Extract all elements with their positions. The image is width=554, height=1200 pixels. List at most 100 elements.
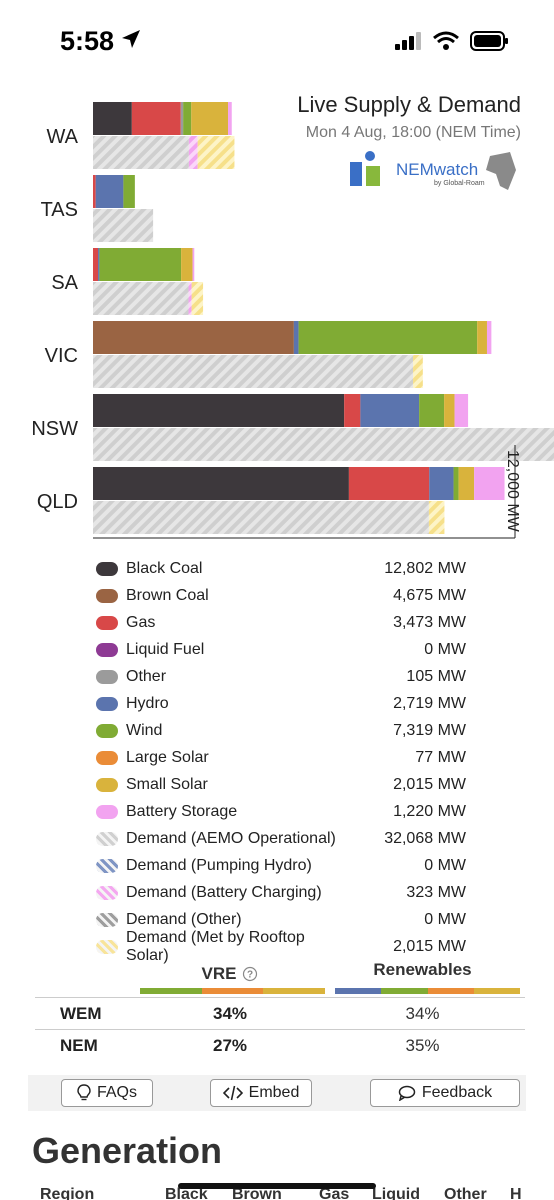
bar-vic-wind[interactable] (298, 321, 478, 354)
bar-qld-black-coal[interactable] (93, 467, 349, 500)
bar-sa-hydro[interactable] (98, 248, 100, 281)
legend-item[interactable]: Demand (Battery Charging) 323 MW (96, 879, 466, 906)
bar-vic-demand-aemo-operational-[interactable] (93, 355, 414, 388)
row-region: NEM (60, 1036, 98, 1055)
embed-button[interactable]: Embed (210, 1079, 312, 1107)
action-bar: FAQs Embed Feedback (28, 1075, 526, 1111)
home-indicator[interactable] (178, 1183, 376, 1189)
bar-qld-battery-storage[interactable] (474, 467, 505, 500)
logo-text: NEMwatch (396, 160, 479, 179)
bar-wa-small-solar[interactable] (191, 102, 229, 135)
bar-vic-small-solar[interactable] (477, 321, 487, 354)
bar-qld-small-solar[interactable] (458, 467, 475, 500)
legend-item[interactable]: Demand (Other) 0 MW (96, 906, 466, 933)
legend-label: Wind (126, 721, 163, 739)
bar-wa-demand-battery-charging-[interactable] (188, 136, 198, 169)
bar-sa-demand-aemo-operational-[interactable] (93, 282, 189, 315)
region-label-wa: WA (46, 126, 78, 148)
bar-qld-demand-met-by-rooftop-solar-[interactable] (428, 501, 445, 534)
bar-sa-battery-storage[interactable] (192, 248, 195, 281)
bar-tas-hydro[interactable] (95, 175, 124, 208)
bar-vic-battery-storage[interactable] (486, 321, 492, 354)
chart-header: Live Supply & Demand Mon 4 Aug, 18:00 (N… (297, 92, 521, 142)
col-header: Region (40, 1186, 95, 1200)
bar-tas-wind[interactable] (123, 175, 135, 208)
renewables-strip-hydro (335, 988, 382, 994)
bar-wa-demand-met-by-rooftop-solar-[interactable] (197, 136, 235, 169)
legend-item[interactable]: Black Coal 12,802 MW (96, 555, 466, 582)
legend-value: 77 MW (415, 748, 466, 766)
legend-item[interactable]: Demand (Pumping Hydro) 0 MW (96, 852, 466, 879)
legend-value: 4,675 MW (393, 586, 466, 604)
bar-qld-wind[interactable] (453, 467, 459, 500)
bar-nsw-hydro[interactable] (360, 394, 420, 427)
legend-item[interactable]: Liquid Fuel 0 MW (96, 636, 466, 663)
renewables-color-strip (335, 988, 520, 994)
vre-strip-solar (201, 988, 264, 994)
legend-swatch (96, 831, 118, 846)
legend-label: Liquid Fuel (126, 640, 205, 658)
bar-wa-other[interactable] (180, 102, 184, 135)
legend-value: 2,015 MW (393, 937, 466, 955)
faqs-button[interactable]: FAQs (61, 1079, 153, 1107)
legend-item[interactable]: Gas 3,473 MW (96, 609, 466, 636)
bar-sa-gas[interactable] (93, 248, 99, 281)
bar-wa-wind[interactable] (183, 102, 192, 135)
bar-nsw-gas[interactable] (344, 394, 361, 427)
battery-icon (470, 31, 508, 51)
bar-sa-wind[interactable] (99, 248, 182, 281)
vre-header-label: VRE (201, 964, 237, 983)
bar-tas-gas[interactable] (93, 175, 96, 208)
legend-item[interactable]: Brown Coal 4,675 MW (96, 582, 466, 609)
bar-nsw-battery-storage[interactable] (454, 394, 469, 427)
bar-vic-hydro[interactable] (293, 321, 299, 354)
bar-tas-demand-aemo-operational-[interactable] (93, 209, 154, 242)
vre-color-strip (140, 988, 326, 994)
legend-item[interactable]: Battery Storage 1,220 MW (96, 798, 466, 825)
legend-item[interactable]: Small Solar 2,015 MW (96, 771, 466, 798)
speech-bubble-icon (398, 1085, 416, 1101)
bar-sa-demand-battery-charging-[interactable] (188, 282, 192, 315)
bar-qld-demand-aemo-operational-[interactable] (93, 501, 429, 534)
chart-canvas (93, 102, 554, 539)
legend-value: 0 MW (424, 640, 466, 658)
bar-vic-brown-coal[interactable] (93, 321, 294, 354)
region-label-qld: QLD (36, 491, 78, 513)
help-icon[interactable]: ? (242, 966, 258, 982)
bar-qld-hydro[interactable] (429, 467, 454, 500)
row-region: WEM (60, 1003, 102, 1023)
legend-swatch (96, 696, 118, 711)
nemwatch-logo[interactable]: NEMwatch by Global-Roam (350, 150, 520, 196)
svg-text:?: ? (247, 970, 253, 981)
bar-wa-battery-storage[interactable] (228, 102, 232, 135)
bar-nsw-black-coal[interactable] (93, 394, 345, 427)
bar-wa-gas[interactable] (131, 102, 181, 135)
legend-swatch (96, 858, 118, 873)
legend-label: Demand (Battery Charging) (126, 883, 322, 901)
bar-wa-black-coal[interactable] (93, 102, 132, 135)
legend-value: 3,473 MW (393, 613, 466, 631)
legend-item[interactable]: Wind 7,319 MW (96, 717, 466, 744)
bar-wa-demand-aemo-operational-[interactable] (93, 136, 189, 169)
legend-swatch (96, 642, 118, 657)
legend-label: Battery Storage (126, 802, 238, 820)
bar-sa-small-solar[interactable] (181, 248, 193, 281)
bar-sa-demand-met-by-rooftop-solar-[interactable] (191, 282, 204, 315)
legend-item[interactable]: Demand (AEMO Operational) 32,068 MW (96, 825, 466, 852)
supply-demand-chart (0, 90, 554, 550)
legend-item[interactable]: Other 105 MW (96, 663, 466, 690)
feedback-button[interactable]: Feedback (370, 1079, 520, 1107)
bar-qld-gas[interactable] (348, 467, 430, 500)
table-row: NEM 27% 35% (35, 1030, 525, 1062)
bar-vic-demand-met-by-rooftop-solar-[interactable] (413, 355, 423, 388)
wifi-icon (433, 31, 459, 50)
bar-nsw-demand-aemo-operational-[interactable] (93, 428, 554, 461)
legend-item[interactable]: Large Solar 77 MW (96, 744, 466, 771)
legend-item[interactable]: Demand (Met by Rooftop Solar) 2,015 MW (96, 929, 466, 964)
renewables-strip-solar (427, 988, 474, 994)
vre-table: VRE ? Renewables WEM 34% 34% NEM 27% 35% (35, 960, 525, 1062)
bar-nsw-wind[interactable] (419, 394, 445, 427)
bar-nsw-small-solar[interactable] (444, 394, 455, 427)
legend-item[interactable]: Hydro 2,719 MW (96, 690, 466, 717)
nemwatch-logo-icon (350, 151, 516, 190)
